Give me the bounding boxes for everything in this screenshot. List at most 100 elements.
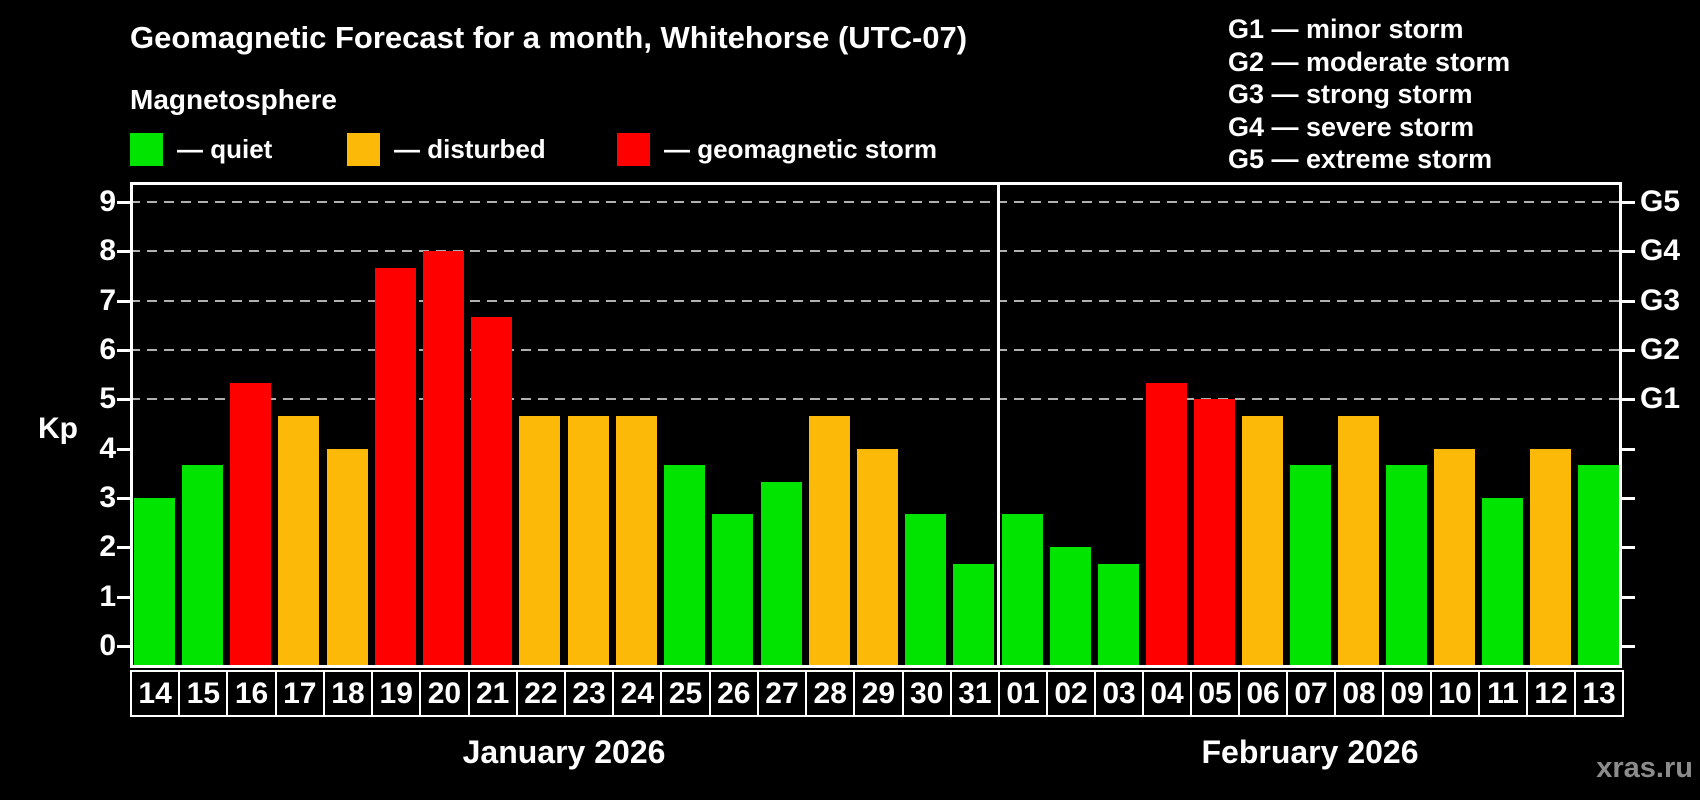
bar-feb-01 bbox=[1001, 514, 1043, 668]
day-label-jan-30: 30 bbox=[901, 670, 950, 717]
right-tick-kp-1 bbox=[1622, 595, 1635, 599]
bar-jan-18 bbox=[326, 448, 368, 668]
day-label-jan-16: 16 bbox=[226, 670, 275, 717]
y-axis-label-2: 2 bbox=[99, 530, 116, 564]
gridline-kp-5 bbox=[130, 398, 1622, 401]
y-axis-label-8: 8 bbox=[99, 234, 116, 268]
left-tick-kp-7 bbox=[117, 299, 130, 303]
day-label-feb-10: 10 bbox=[1430, 670, 1478, 717]
storm-color-swatch bbox=[617, 133, 650, 166]
month-separator-line bbox=[996, 182, 1000, 668]
day-label-jan-21: 21 bbox=[467, 670, 516, 717]
day-label-jan-18: 18 bbox=[322, 670, 372, 717]
y-axis-label-0: 0 bbox=[99, 629, 116, 662]
day-label-feb-03: 03 bbox=[1094, 670, 1142, 717]
y-axis-title: Kp bbox=[38, 412, 78, 445]
day-label-jan-15: 15 bbox=[178, 670, 227, 717]
day-label-feb-08: 08 bbox=[1334, 670, 1382, 717]
magnetosphere-subtitle: Magnetosphere bbox=[130, 84, 337, 115]
left-tick-kp-6 bbox=[117, 349, 130, 353]
legend-item-quiet: — quiet bbox=[130, 133, 272, 166]
bar-jan-26 bbox=[712, 514, 754, 668]
right-axis-label-g3: G3 bbox=[1640, 283, 1681, 317]
left-tick-kp-0 bbox=[117, 645, 130, 648]
left-tick-kp-4 bbox=[117, 447, 130, 451]
day-label-jan-19: 19 bbox=[371, 670, 420, 717]
right-tick-kp-0 bbox=[1622, 645, 1635, 648]
disturbed-color-swatch bbox=[347, 133, 380, 166]
right-tick-kp-2 bbox=[1622, 546, 1635, 550]
month-caption-january: January 2026 bbox=[462, 734, 666, 770]
left-tick-kp-9 bbox=[117, 201, 130, 205]
left-tick-kp-5 bbox=[117, 398, 130, 402]
plot-area bbox=[117, 182, 1635, 668]
right-axis-label-g2: G2 bbox=[1640, 333, 1681, 367]
right-axis-label-g1: G1 bbox=[1640, 382, 1681, 416]
bar-jan-27 bbox=[760, 481, 802, 668]
y-axis-label-7: 7 bbox=[99, 283, 116, 317]
right-tick-kp-3 bbox=[1622, 497, 1635, 500]
g-scale-legend-line-5: G5 — extreme storm bbox=[1228, 144, 1493, 174]
bar-feb-11 bbox=[1481, 498, 1523, 668]
left-tick-kp-3 bbox=[117, 497, 130, 500]
day-label-jan-28: 28 bbox=[805, 670, 854, 717]
right-axis-label-g5: G5 bbox=[1640, 185, 1681, 219]
bar-feb-04 bbox=[1145, 383, 1187, 668]
day-label-feb-04: 04 bbox=[1142, 670, 1190, 717]
day-label-feb-09: 09 bbox=[1382, 670, 1430, 717]
g-scale-legend-line-3: G3 — strong storm bbox=[1228, 79, 1473, 109]
g-scale-legend-line-2: G2 — moderate storm bbox=[1228, 46, 1511, 77]
bar-jan-29 bbox=[856, 448, 898, 668]
bar-jan-31 bbox=[953, 563, 995, 668]
bar-jan-19 bbox=[374, 267, 416, 668]
legend-item-disturbed: — disturbed bbox=[347, 133, 546, 166]
right-tick-kp-7 bbox=[1622, 299, 1635, 303]
y-axis-label-6: 6 bbox=[99, 333, 116, 367]
day-label-jan-29: 29 bbox=[853, 670, 902, 717]
bar-jan-25 bbox=[664, 464, 706, 668]
bar-jan-23 bbox=[567, 415, 609, 668]
bar-jan-30 bbox=[905, 514, 947, 668]
y-axis-label-5: 5 bbox=[99, 382, 116, 416]
day-label-feb-02: 02 bbox=[1046, 670, 1094, 717]
bar-feb-07 bbox=[1289, 464, 1331, 668]
day-label-feb-06: 06 bbox=[1238, 670, 1286, 717]
month-caption-february: February 2026 bbox=[1201, 734, 1419, 770]
left-tick-kp-2 bbox=[117, 546, 130, 550]
day-label-jan-22: 22 bbox=[515, 670, 564, 717]
y-axis-label-9: 9 bbox=[99, 185, 116, 219]
bar-feb-13 bbox=[1577, 464, 1619, 668]
bar-feb-03 bbox=[1097, 563, 1139, 668]
xras-watermark: xras.ru bbox=[1596, 752, 1693, 784]
gridline-kp-8 bbox=[130, 250, 1622, 253]
day-label-feb-01: 01 bbox=[998, 670, 1046, 717]
gridline-kp-9 bbox=[130, 201, 1622, 204]
bar-jan-24 bbox=[615, 415, 657, 668]
g-scale-legend-line-4: G4 — severe storm bbox=[1228, 111, 1475, 142]
day-label-jan-24: 24 bbox=[612, 670, 661, 717]
gridline-kp-7 bbox=[130, 299, 1622, 302]
y-axis-label-3: 3 bbox=[99, 481, 116, 514]
bar-feb-10 bbox=[1433, 448, 1475, 668]
right-tick-kp-4 bbox=[1622, 447, 1635, 451]
legend-label-quiet: — quiet bbox=[177, 134, 273, 164]
day-label-jan-17: 17 bbox=[274, 670, 323, 717]
day-label-jan-27: 27 bbox=[756, 670, 806, 717]
day-label-jan-23: 23 bbox=[564, 670, 613, 717]
bar-feb-08 bbox=[1337, 415, 1379, 668]
bar-jan-22 bbox=[519, 415, 561, 668]
bar-feb-09 bbox=[1385, 464, 1427, 668]
right-tick-kp-8 bbox=[1622, 250, 1635, 254]
right-tick-kp-5 bbox=[1622, 398, 1635, 402]
legend-label-disturbed: — disturbed bbox=[394, 134, 546, 164]
quiet-color-swatch bbox=[130, 133, 163, 166]
day-label-jan-25: 25 bbox=[660, 670, 709, 717]
y-axis-label-4: 4 bbox=[99, 431, 116, 465]
g-scale-legend-line-1: G1 — minor storm bbox=[1228, 14, 1464, 44]
page-title: Geomagnetic Forecast for a month, Whiteh… bbox=[130, 20, 968, 55]
day-label-feb-11: 11 bbox=[1478, 670, 1526, 717]
bar-feb-12 bbox=[1529, 448, 1571, 668]
day-label-feb-07: 07 bbox=[1286, 670, 1334, 717]
legend-label-storm: — geomagnetic storm bbox=[664, 134, 938, 164]
